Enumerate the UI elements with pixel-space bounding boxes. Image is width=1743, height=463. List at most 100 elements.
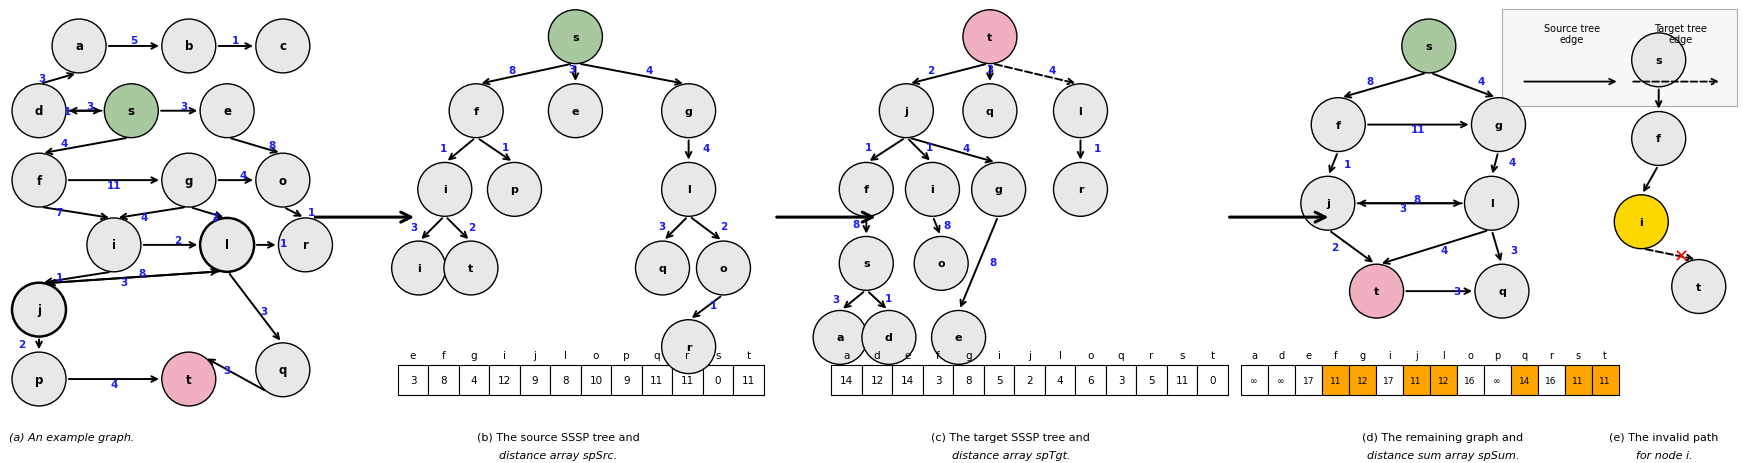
Ellipse shape [444,242,498,295]
Ellipse shape [418,163,472,217]
Text: 4: 4 [1049,66,1056,76]
Text: s: s [1656,56,1663,66]
Text: q: q [279,363,288,376]
Text: 9: 9 [622,375,629,385]
Text: 11: 11 [106,181,122,190]
Text: j: j [905,106,908,117]
Text: g: g [471,350,478,360]
Text: 12: 12 [870,375,884,385]
Ellipse shape [1311,99,1365,152]
Text: 4: 4 [1478,76,1485,87]
Text: 3: 3 [1117,375,1124,385]
Ellipse shape [878,85,933,138]
Ellipse shape [1672,260,1726,314]
Text: s: s [1180,350,1185,360]
Ellipse shape [636,242,690,295]
Text: 11: 11 [743,375,755,385]
Text: r: r [687,342,692,352]
Text: g: g [185,174,193,187]
Text: t: t [469,263,474,274]
Bar [1136,365,1166,395]
Bar [429,365,458,395]
Text: f: f [1335,120,1340,130]
Text: 1: 1 [884,293,892,303]
Text: 17: 17 [1384,376,1394,385]
Text: b: b [185,40,193,53]
Text: g: g [966,350,973,360]
Text: f: f [37,174,42,187]
Text: 4: 4 [1509,158,1516,168]
Text: e: e [572,106,579,117]
Bar [1014,365,1044,395]
Bar [1483,365,1511,395]
Text: 14: 14 [840,375,854,385]
Text: d: d [885,333,892,343]
Text: 3: 3 [1511,245,1518,256]
Text: ∞: ∞ [1278,376,1285,385]
Text: 1: 1 [309,208,315,218]
Text: t: t [1210,350,1215,360]
Ellipse shape [549,85,603,138]
Text: o: o [1468,350,1473,360]
Text: (d) The remaining graph and: (d) The remaining graph and [1363,432,1523,442]
Text: distance sum array spSum.: distance sum array spSum. [1367,450,1518,460]
Text: 8: 8 [1414,194,1421,204]
Text: p: p [35,373,44,386]
Bar [892,365,922,395]
Text: 4: 4 [239,171,246,181]
Ellipse shape [931,311,985,364]
Text: l: l [1441,350,1445,360]
Text: o: o [593,350,600,360]
Text: 8: 8 [988,257,997,267]
Ellipse shape [697,242,751,295]
Text: 2: 2 [720,221,727,232]
Text: 8: 8 [509,66,516,76]
Text: (b) The source SSSP tree and: (b) The source SSSP tree and [476,432,640,442]
Text: s: s [1426,42,1433,52]
Text: 1: 1 [1095,144,1102,154]
Text: 1: 1 [926,143,934,153]
Text: q: q [1522,350,1527,360]
Text: 9: 9 [532,375,539,385]
Text: s: s [715,350,720,360]
Text: 12: 12 [498,375,511,385]
Bar [1044,365,1075,395]
Ellipse shape [1053,163,1107,217]
Ellipse shape [662,320,716,374]
Text: 6: 6 [1088,375,1095,385]
Ellipse shape [12,352,66,406]
Bar [1295,365,1321,395]
Text: e: e [905,350,912,360]
Ellipse shape [1300,177,1354,231]
Text: i: i [417,263,420,274]
Ellipse shape [1475,265,1529,319]
Text: q: q [1117,350,1124,360]
Text: 11: 11 [650,375,664,385]
Bar [863,365,892,395]
Ellipse shape [962,85,1016,138]
Ellipse shape [162,154,216,207]
Ellipse shape [87,219,141,272]
Bar [734,365,763,395]
Ellipse shape [863,311,915,364]
Text: distance array spTgt.: distance array spTgt. [952,450,1070,460]
Text: 10: 10 [589,375,603,385]
Ellipse shape [162,20,216,74]
Text: 11: 11 [1572,376,1584,385]
Text: o: o [938,259,945,269]
Text: ✕: ✕ [1673,248,1689,266]
Ellipse shape [200,219,254,272]
Text: 11: 11 [1410,376,1422,385]
Text: t: t [746,350,749,360]
Text: 3: 3 [987,65,994,75]
Text: 1: 1 [281,238,288,249]
Text: f: f [1333,350,1337,360]
Text: 11: 11 [1412,125,1426,135]
Text: 11: 11 [1600,376,1611,385]
Bar [1457,365,1483,395]
Text: a: a [75,40,84,53]
Text: 3: 3 [831,294,840,304]
Text: 3: 3 [87,102,94,112]
Ellipse shape [105,85,159,138]
Text: s: s [1576,350,1581,360]
